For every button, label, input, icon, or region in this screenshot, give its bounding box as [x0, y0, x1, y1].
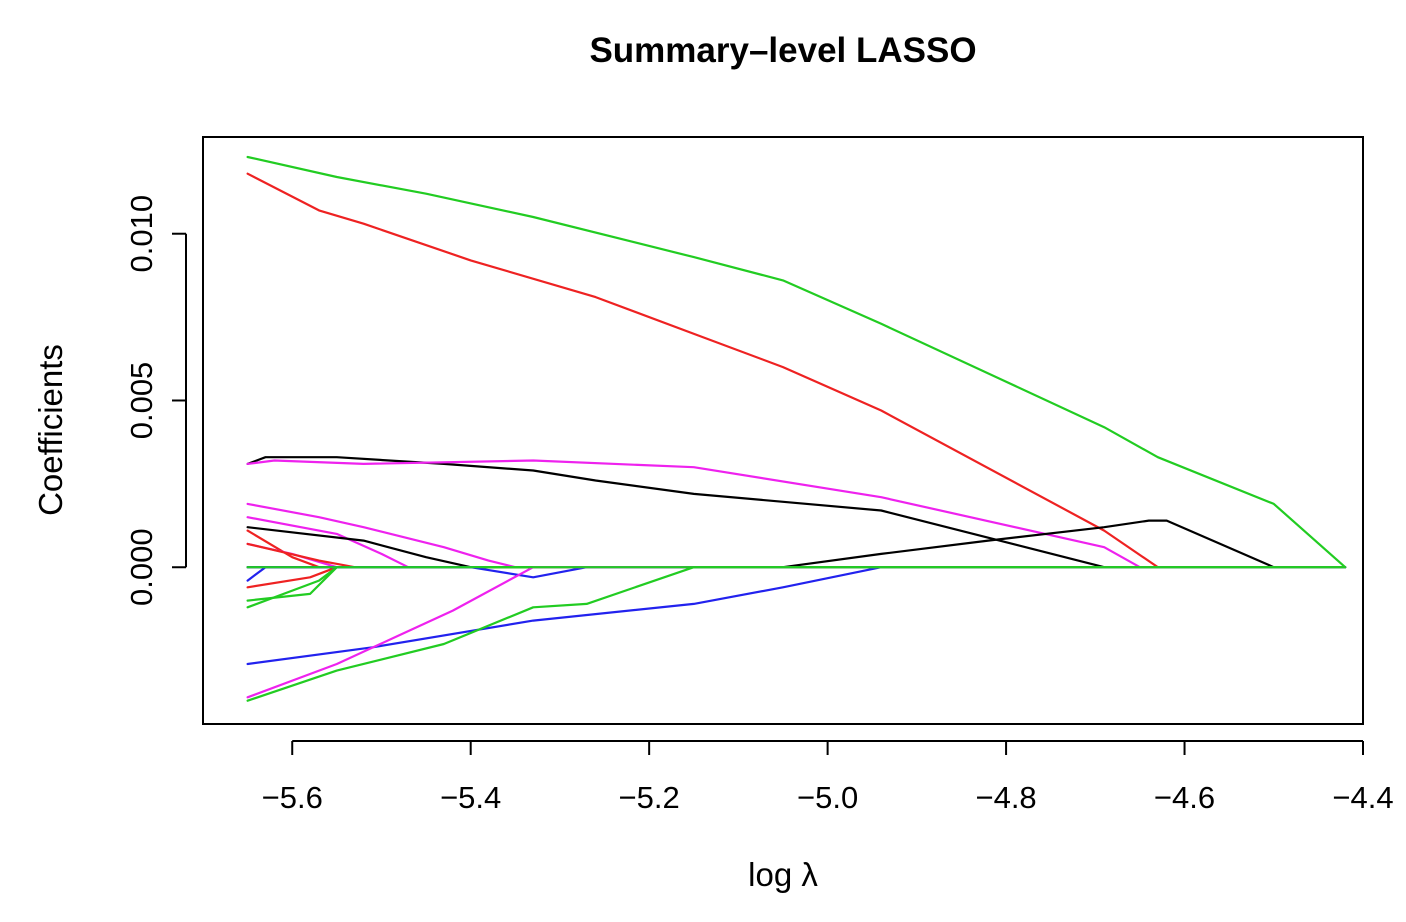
coefficient-path-12 — [246, 566, 1347, 582]
x-tick-label: −5.2 — [619, 780, 680, 815]
y-axis-title: Coefficients — [32, 344, 69, 516]
coefficient-path-11 — [246, 542, 1347, 569]
chart-title: Summary–level LASSO — [589, 31, 976, 70]
x-axis: −5.6 −5.4 −5.2 −5.0 −4.8 −4.6 −4.4 — [262, 740, 1394, 815]
x-tick-label: −5.4 — [440, 780, 501, 815]
coefficient-path-6 — [246, 502, 1347, 569]
y-tick-label: 0.005 — [124, 362, 159, 440]
coefficient-path-1 — [246, 155, 1347, 569]
coefficient-path-17 — [246, 566, 1347, 666]
coefficient-path-15 — [246, 566, 1347, 609]
coefficient-path-5 — [246, 519, 1347, 569]
y-tick-label: 0.000 — [124, 528, 159, 606]
coefficient-path-10 — [246, 542, 1347, 569]
coefficient-path-7 — [246, 516, 1347, 569]
y-tick-label: 0.010 — [124, 195, 159, 273]
y-axis: 0.000 0.005 0.010 — [124, 195, 187, 606]
x-tick-label: −4.6 — [1154, 780, 1215, 815]
x-tick-label: −5.6 — [262, 780, 323, 815]
coefficient-path-8 — [246, 526, 1347, 569]
coefficient-path-2 — [246, 172, 1159, 569]
coefficient-path-19 — [246, 566, 1347, 702]
coefficient-path-9 — [246, 529, 1347, 569]
plot-frame — [202, 136, 1364, 725]
coefficient-path-4 — [246, 459, 1347, 569]
x-axis-title: log λ — [748, 856, 818, 893]
x-tick-label: −4.4 — [1332, 780, 1393, 815]
coefficient-path-16 — [246, 566, 1347, 579]
coefficient-path-3 — [246, 456, 1347, 569]
plot-lines — [246, 155, 1347, 702]
x-tick-label: −4.8 — [975, 780, 1036, 815]
coefficient-path-18 — [246, 566, 1347, 699]
x-tick-label: −5.0 — [797, 780, 858, 815]
